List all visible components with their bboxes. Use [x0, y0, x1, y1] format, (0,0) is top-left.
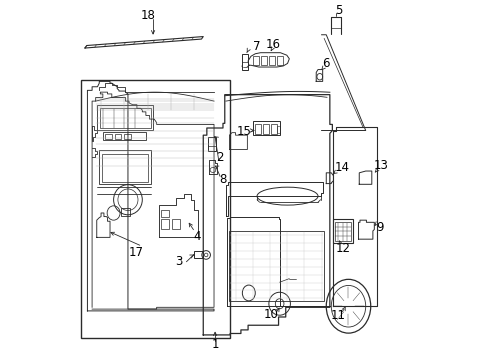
Text: 10: 10: [264, 308, 278, 321]
Text: 9: 9: [376, 221, 383, 234]
Bar: [124, 134, 131, 139]
Text: 3: 3: [175, 255, 183, 268]
Text: 18: 18: [141, 9, 156, 22]
Text: 1: 1: [211, 338, 219, 351]
Bar: [253, 56, 259, 65]
Bar: [229, 231, 324, 301]
Bar: [261, 56, 266, 65]
Bar: [255, 124, 261, 134]
Bar: [193, 251, 202, 258]
Text: 7: 7: [252, 40, 260, 53]
Bar: [115, 134, 121, 139]
Bar: [102, 154, 148, 182]
Bar: [102, 132, 145, 140]
Bar: [333, 220, 352, 243]
Text: 4: 4: [193, 230, 201, 243]
Text: 8: 8: [219, 173, 226, 186]
Bar: [269, 56, 274, 65]
Text: 2: 2: [216, 151, 224, 164]
Bar: [263, 124, 268, 134]
Bar: [276, 126, 280, 134]
Bar: [253, 121, 280, 135]
Text: 17: 17: [128, 246, 143, 259]
Text: 16: 16: [265, 38, 280, 51]
Bar: [99, 150, 151, 184]
Bar: [161, 210, 169, 217]
Text: 5: 5: [334, 4, 342, 17]
Text: 13: 13: [372, 159, 387, 172]
Bar: [334, 222, 350, 241]
Bar: [105, 134, 112, 139]
Bar: [172, 219, 180, 229]
Bar: [97, 105, 153, 130]
Bar: [270, 124, 276, 134]
Text: 11: 11: [329, 309, 345, 322]
Text: 14: 14: [334, 161, 349, 174]
Bar: [207, 137, 215, 150]
Text: 15: 15: [237, 125, 251, 138]
Bar: [121, 208, 129, 216]
Text: 6: 6: [322, 57, 329, 70]
Bar: [100, 108, 150, 128]
Bar: [81, 80, 230, 338]
Text: 12: 12: [335, 242, 350, 255]
Bar: [161, 219, 169, 229]
Bar: [277, 56, 282, 65]
Bar: [241, 54, 247, 69]
